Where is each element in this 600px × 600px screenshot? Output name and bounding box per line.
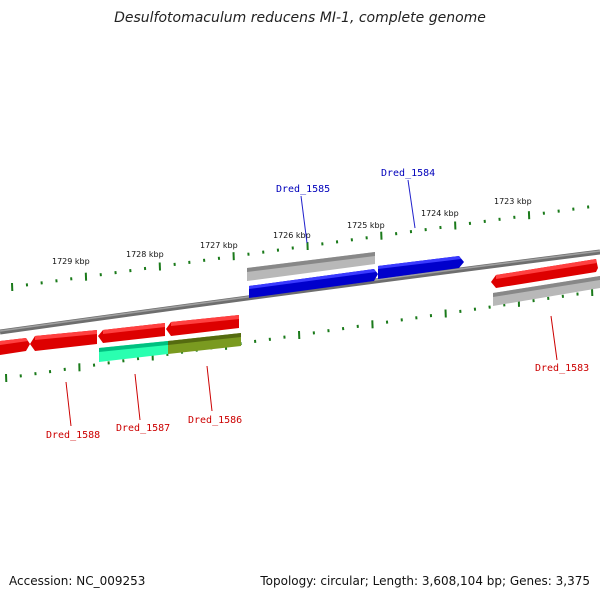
leader-dred-1587 [134,373,141,421]
upper-scale-ticks [11,205,590,292]
gene-dred-1583-grey[interactable] [493,276,600,306]
gene-dred-1587-cyan[interactable] [99,341,168,362]
accession-text: Accession: NC_009253 [9,574,146,588]
kbp-label-1726: 1726 kbp [273,231,311,240]
gene-dred-1583[interactable] [491,259,598,288]
leader-dred-1586 [206,365,213,412]
gene-dred-1584[interactable] [378,256,464,279]
label-dred-1587[interactable]: Dred_1587 [116,423,170,434]
label-dred-1588[interactable]: Dred_1588 [46,430,100,441]
kbp-label-1725: 1725 kbp [347,221,385,230]
genome-summary-text: Topology: circular; Length: 3,608,104 bp… [260,574,590,588]
leader-dred-1583 [550,315,558,361]
label-dred-1585[interactable]: Dred_1585 [276,184,330,195]
leader-dred-1585 [300,195,308,244]
leader-dred-1584 [407,179,416,229]
kbp-label-1728: 1728 kbp [126,250,164,259]
gene-dred-1589[interactable] [0,338,30,355]
gene-dred-1587[interactable] [98,323,165,343]
gene-dred-1586-olive[interactable] [168,333,241,354]
label-dred-1583[interactable]: Dred_1583 [535,363,589,374]
kbp-label-1727: 1727 kbp [200,241,238,250]
label-dred-1584[interactable]: Dred_1584 [381,168,435,179]
leader-dred-1588 [65,381,72,427]
kbp-label-1729: 1729 kbp [52,257,90,266]
kbp-label-1723: 1723 kbp [494,197,532,206]
gene-dred-1585[interactable] [249,269,378,298]
gene-dred-1586[interactable] [166,315,239,336]
label-dred-1586[interactable]: Dred_1586 [188,415,242,426]
gene-dred-1585-grey[interactable] [247,252,375,281]
gene-dred-1588[interactable] [30,330,97,351]
kbp-label-1724: 1724 kbp [421,209,459,218]
map-title: Desulfotomaculum reducens MI-1, complete… [114,10,486,26]
